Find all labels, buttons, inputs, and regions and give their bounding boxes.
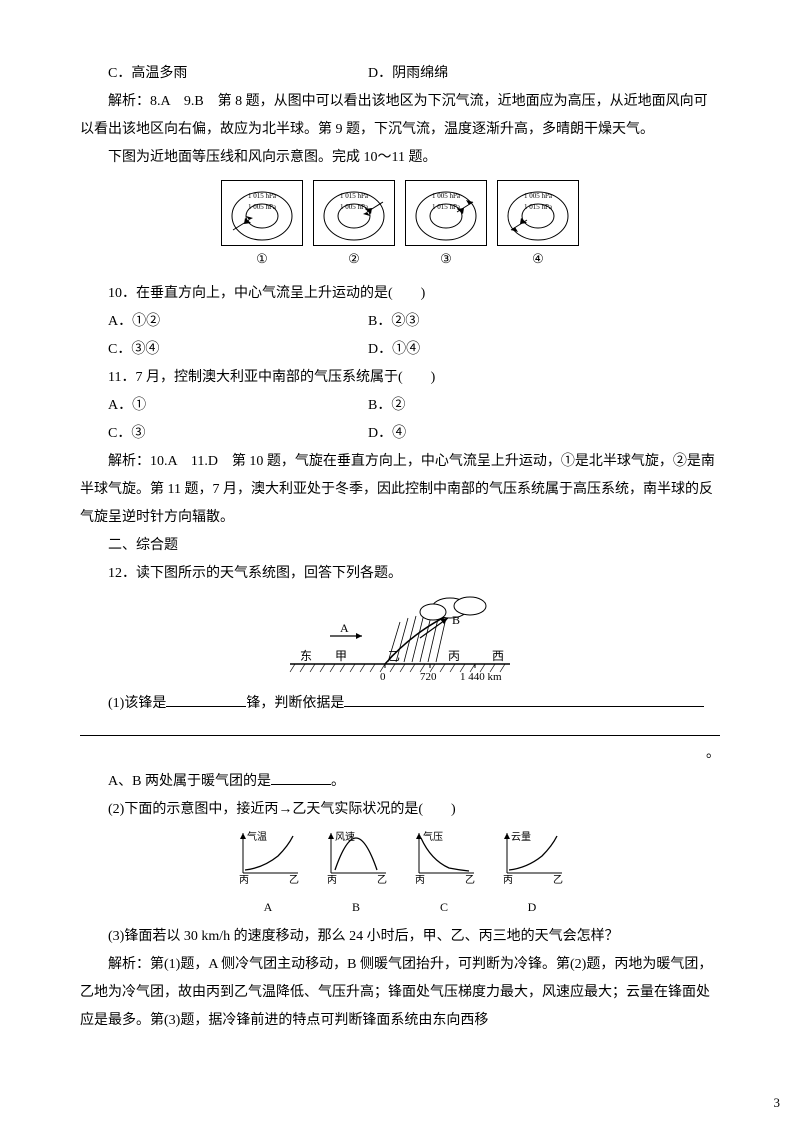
svg-text:1 015 hPa: 1 015 hPa: [340, 192, 369, 200]
q11-opt-d: D．④: [368, 420, 406, 448]
q10-opt-c: C．③④: [108, 336, 368, 364]
svg-text:甲: 甲: [335, 649, 347, 663]
q-prev-opt-c: C．高温多雨: [108, 60, 368, 88]
diagram-1: 1 015 hPa 1 005 hPa: [221, 180, 303, 246]
q10-opt-a: A．①②: [108, 308, 368, 336]
page-number: 3: [0, 1075, 800, 1111]
label-1: ①: [221, 246, 303, 272]
label-4: ④: [497, 246, 579, 272]
diagram-2: 1 015 hPa 1 005 hPa: [313, 180, 395, 246]
chart-d: 云量 丙 乙 D: [497, 828, 567, 919]
q-prev-opt-d: D．阴雨绵绵: [368, 60, 448, 88]
q11-stem: 11．7 月，控制澳大利亚中南部的气压系统属于( ): [80, 364, 720, 392]
svg-text:气压: 气压: [423, 830, 443, 843]
svg-text:丙: 丙: [503, 875, 513, 884]
svg-text:1 015 hPa: 1 015 hPa: [432, 203, 461, 211]
q11-opt-a: A．①: [108, 392, 368, 420]
q10-stem: 10．在垂直方向上，中心气流呈上升运动的是( ): [80, 280, 720, 308]
svg-text:丙: 丙: [415, 875, 425, 884]
small-charts: 气温 丙 乙 A 风速 丙 乙 B 气压: [80, 828, 720, 919]
svg-text:云量: 云量: [511, 831, 531, 843]
svg-text:丙: 丙: [448, 649, 460, 663]
svg-text:1 440 km: 1 440 km: [460, 671, 502, 683]
section-2: 二、综合题: [80, 532, 720, 560]
q11-opt-c: C．③: [108, 420, 368, 448]
svg-text:丙: 丙: [239, 875, 249, 884]
chart-b: 风速 丙 乙 B: [321, 828, 391, 919]
svg-text:乙: 乙: [289, 874, 299, 884]
svg-text:风速: 风速: [335, 831, 355, 843]
svg-text:B: B: [452, 613, 460, 627]
svg-text:0: 0: [380, 671, 386, 683]
svg-text:1 005 hPa: 1 005 hPa: [248, 203, 277, 211]
svg-text:气温: 气温: [247, 830, 267, 843]
q12-sub3: (3)锋面若以 30 km/h 的速度移动，那么 24 小时后，甲、乙、丙三地的…: [80, 923, 720, 951]
period: 。: [80, 740, 720, 768]
svg-text:1 005 hPa: 1 005 hPa: [432, 192, 461, 200]
q12-sub1-line1: (1)该锋是锋，判断依据是: [80, 690, 720, 718]
svg-text:1 015 hPa: 1 015 hPa: [524, 203, 553, 211]
svg-text:乙: 乙: [377, 874, 387, 884]
diagram-3: 1 005 hPa 1 015 hPa: [405, 180, 487, 246]
svg-text:1 015 hPa: 1 015 hPa: [248, 192, 277, 200]
svg-text:1 005 hPa: 1 005 hPa: [524, 192, 553, 200]
svg-text:1 005 hPa: 1 005 hPa: [340, 203, 369, 211]
label-2: ②: [313, 246, 395, 272]
svg-text:乙: 乙: [388, 649, 400, 663]
label-3: ③: [405, 246, 487, 272]
isobar-diagrams: 1 015 hPa 1 005 hPa ① 1 015 hPa 1 005 hP…: [80, 180, 720, 272]
analysis-10-11: 解析：10.A 11.D 第 10 题，气旋在垂直方向上，中心气流呈上升运动，①…: [80, 448, 720, 532]
q11-opt-b: B．②: [368, 392, 405, 420]
chart-a: 气温 丙 乙 A: [233, 828, 303, 919]
svg-text:720: 720: [420, 671, 437, 683]
q12-sub1-line2: A、B 两处属于暖气团的是。: [80, 768, 720, 796]
q12-stem: 12．读下图所示的天气系统图，回答下列各题。: [80, 560, 720, 588]
analysis-12: 解析：第(1)题，A 侧冷气团主动移动，B 侧暖气团抬升，可判断为冷锋。第(2)…: [80, 951, 720, 1035]
svg-text:东: 东: [300, 649, 312, 663]
q12-sub2: (2)下面的示意图中，接近丙→乙天气实际状况的是( ): [80, 796, 720, 824]
front-diagram: A B 东 甲 乙 丙 西 0 720 1 440 km: [80, 594, 720, 684]
q10-opt-b: B．②③: [368, 308, 419, 336]
svg-text:A: A: [340, 621, 349, 635]
svg-text:丙: 丙: [327, 875, 337, 884]
analysis-8-9: 解析：8.A 9.B 第 8 题，从图中可以看出该地区为下沉气流，近地面应为高压…: [80, 88, 720, 144]
diagram-4: 1 005 hPa 1 015 hPa: [497, 180, 579, 246]
chart-c: 气压 丙 乙 C: [409, 828, 479, 919]
q10-opt-d: D．①④: [368, 336, 420, 364]
svg-text:乙: 乙: [465, 874, 475, 884]
intro-10-11: 下图为近地面等压线和风向示意图。完成 10～11 题。: [80, 144, 720, 172]
svg-text:乙: 乙: [553, 874, 563, 884]
svg-text:西: 西: [492, 649, 504, 663]
